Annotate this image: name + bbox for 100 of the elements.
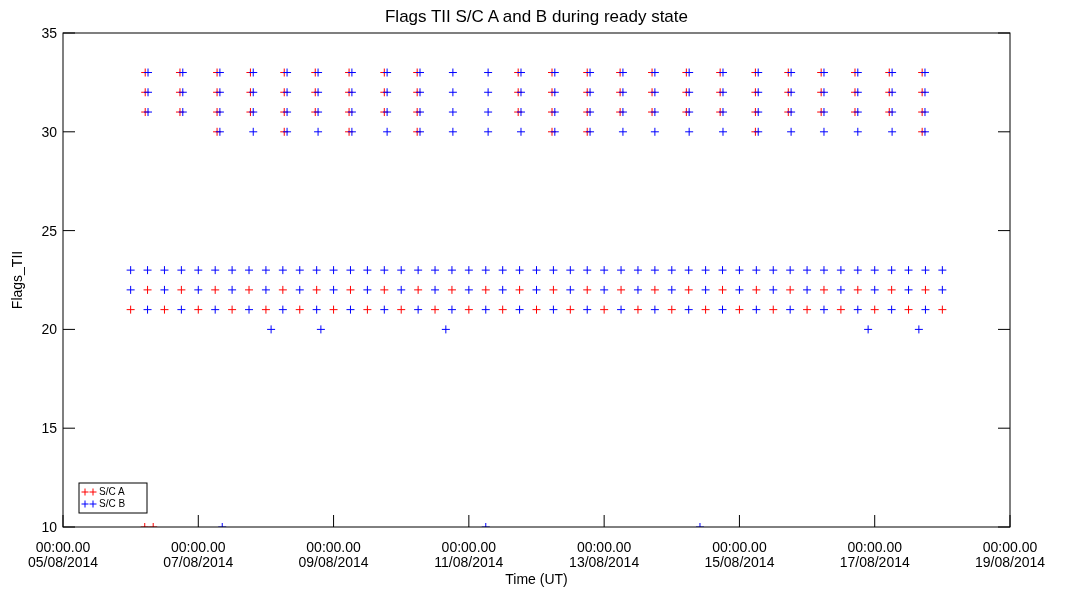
point bbox=[248, 127, 258, 137]
point bbox=[313, 127, 323, 137]
point bbox=[312, 305, 322, 315]
point bbox=[887, 265, 897, 275]
point bbox=[751, 265, 761, 275]
point bbox=[261, 305, 271, 315]
point bbox=[159, 305, 169, 315]
point bbox=[599, 285, 609, 295]
point bbox=[515, 305, 525, 315]
point bbox=[481, 285, 491, 295]
point bbox=[447, 305, 457, 315]
point bbox=[802, 265, 812, 275]
point bbox=[853, 265, 863, 275]
point bbox=[548, 285, 558, 295]
point bbox=[565, 265, 575, 275]
point bbox=[515, 285, 525, 295]
point bbox=[396, 305, 406, 315]
point bbox=[785, 265, 795, 275]
point bbox=[870, 305, 880, 315]
point bbox=[870, 265, 880, 275]
point bbox=[819, 265, 829, 275]
point bbox=[464, 305, 474, 315]
x-tick-label: 00:00.00 19/08/2014 bbox=[974, 539, 1046, 570]
point bbox=[532, 265, 541, 275]
point bbox=[937, 285, 947, 295]
point bbox=[718, 305, 728, 315]
x-tick-label: 00:00.00 15/08/2014 bbox=[704, 539, 775, 570]
point bbox=[785, 285, 795, 295]
point bbox=[193, 265, 203, 275]
point bbox=[498, 265, 508, 275]
point bbox=[362, 305, 372, 315]
point bbox=[684, 285, 694, 295]
point bbox=[483, 127, 493, 137]
point bbox=[345, 305, 355, 315]
point bbox=[193, 285, 203, 295]
x-tick-label: 00:00.00 17/08/2014 bbox=[839, 539, 910, 570]
point bbox=[633, 305, 643, 315]
point bbox=[176, 305, 186, 315]
point bbox=[616, 305, 626, 315]
point bbox=[633, 265, 643, 275]
y-tick-label: 15 bbox=[41, 420, 58, 437]
point bbox=[565, 285, 575, 295]
point bbox=[312, 285, 322, 295]
point bbox=[684, 127, 694, 137]
point bbox=[667, 305, 677, 315]
point bbox=[261, 265, 271, 275]
point bbox=[904, 265, 914, 275]
point bbox=[819, 285, 829, 295]
point bbox=[362, 285, 372, 295]
point bbox=[863, 324, 873, 334]
point bbox=[498, 305, 508, 315]
point bbox=[582, 305, 592, 315]
point bbox=[278, 265, 288, 275]
point bbox=[227, 285, 237, 295]
point bbox=[483, 87, 493, 97]
point bbox=[751, 305, 761, 315]
point bbox=[599, 305, 609, 315]
point bbox=[802, 285, 812, 295]
y-tick-label: 10 bbox=[41, 519, 58, 535]
legend-label: S/C B bbox=[99, 498, 126, 509]
point bbox=[447, 285, 457, 295]
point bbox=[126, 305, 136, 315]
point bbox=[582, 285, 592, 295]
point bbox=[718, 285, 728, 295]
point bbox=[734, 285, 744, 295]
point bbox=[768, 265, 778, 275]
point bbox=[481, 265, 491, 275]
point bbox=[565, 305, 575, 315]
point bbox=[836, 305, 846, 315]
point bbox=[126, 285, 136, 295]
point bbox=[920, 285, 930, 295]
x-tick-label: 00:00.00 07/08/2014 bbox=[163, 539, 234, 570]
point bbox=[126, 265, 136, 275]
point bbox=[819, 305, 829, 315]
point bbox=[548, 265, 558, 275]
point bbox=[516, 127, 526, 137]
point bbox=[650, 285, 660, 295]
point bbox=[532, 305, 541, 315]
point bbox=[210, 305, 220, 315]
point bbox=[887, 305, 897, 315]
x-tick-label: 00:00.00 05/08/2014 bbox=[27, 539, 99, 570]
point bbox=[701, 285, 711, 295]
x-tick-label: 00:00.00 13/08/2014 bbox=[569, 539, 640, 570]
point bbox=[667, 285, 677, 295]
point bbox=[441, 324, 451, 334]
point bbox=[227, 265, 237, 275]
point bbox=[904, 305, 914, 315]
point bbox=[295, 305, 305, 315]
x-tick-label: 00:00.00 11/08/2014 bbox=[434, 539, 504, 570]
point bbox=[701, 305, 711, 315]
point bbox=[176, 265, 186, 275]
point bbox=[464, 265, 474, 275]
legend-label: S/C A bbox=[99, 486, 125, 497]
point bbox=[261, 285, 271, 295]
point bbox=[448, 68, 458, 78]
point bbox=[329, 285, 339, 295]
point bbox=[853, 285, 863, 295]
point bbox=[937, 305, 947, 315]
point bbox=[650, 265, 660, 275]
point bbox=[483, 68, 493, 78]
